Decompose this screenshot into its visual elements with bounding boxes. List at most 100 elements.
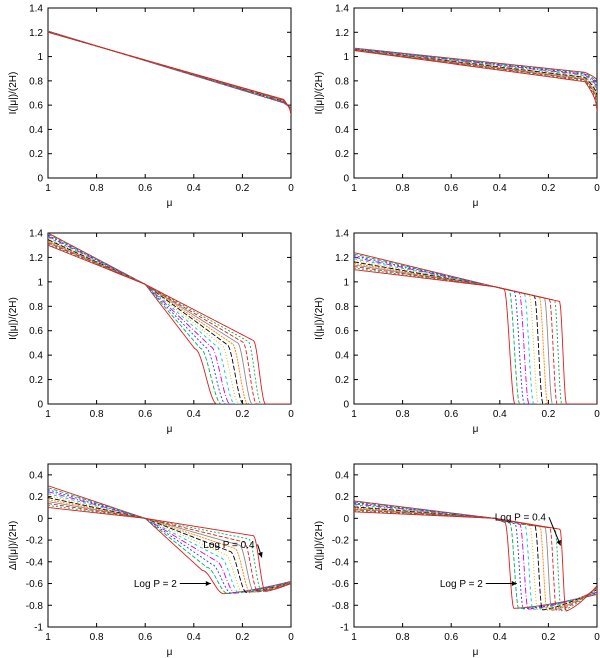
series-line-11 (48, 31, 291, 115)
series-line-6 (48, 31, 291, 112)
series-line-12 (354, 50, 597, 112)
series-line-1 (354, 47, 597, 82)
y-axis-label: ΔI(|μ|)/(2H) (8, 521, 19, 570)
annotation: Log P = 0.4 (495, 513, 562, 546)
y-tick-label: 0 (37, 174, 43, 185)
chart-panel-middle-right: 0 0.2 0.4 0.6 0.8 1 1.2 1.4 1 0.8 0.6 0.4 0.2 0 μ I(|μ|… (314, 229, 600, 436)
y-tick-label: 0.2 (29, 492, 43, 503)
series-line-6 (48, 495, 291, 594)
series-line-3 (354, 255, 597, 404)
x-tick-label: 0.6 (138, 632, 152, 643)
x-tick-label: 0.4 (187, 409, 201, 420)
y-tick-label: -0.4 (26, 557, 44, 568)
y-tick-label: -0.8 (26, 601, 44, 612)
chart-panel-bottom-left: -1 -0.8 -0.6 -0.4 -0.2 0 0.2 0.4 1 0.8 0.6 0.4 0.2 0 μ… (8, 463, 294, 658)
series-line-10 (354, 266, 597, 404)
y-tick-label: 0.8 (335, 302, 349, 313)
series-group (354, 500, 597, 612)
y-tick-label: 1 (343, 277, 349, 288)
y-axis-label: I(|μ|)/(2H) (314, 297, 325, 340)
annotation-arrow-line (548, 517, 562, 546)
y-tick-label: -0.4 (332, 557, 350, 568)
x-tick-label: 1 (351, 183, 357, 194)
plot-frame (47, 232, 292, 405)
y-tick-label: 1.2 (335, 28, 349, 39)
y-tick-label: -0.6 (332, 579, 350, 590)
series-line-2 (48, 487, 291, 594)
series-line-7 (48, 239, 291, 404)
series-line-6 (354, 505, 597, 611)
y-tick-label: 1 (37, 277, 43, 288)
y-axis-label: I(|μ|)/(2H) (8, 297, 19, 340)
x-tick-label: 0 (594, 183, 600, 194)
y-tick-label: 0.8 (335, 76, 349, 87)
annotation: Log P = 2 (440, 579, 517, 590)
x-tick-label: 0 (594, 632, 600, 643)
series-line-3 (354, 502, 597, 610)
y-tick-label: 0.6 (29, 101, 43, 112)
series-line-2 (48, 233, 291, 404)
series-line-4 (354, 48, 597, 90)
series-line-11 (354, 49, 597, 109)
series-line-6 (48, 238, 291, 404)
series-line-11 (48, 505, 291, 593)
series-line-9 (48, 501, 291, 593)
y-axis-label: I(|μ|)/(2H) (314, 72, 325, 115)
x-tick-label: 1 (45, 632, 51, 643)
x-tick-label: 0.8 (90, 632, 104, 643)
y-tick-label: 0.4 (29, 470, 43, 481)
series-group (48, 30, 291, 115)
y-tick-label: 0 (343, 400, 349, 411)
y-tick-label: 0.6 (335, 326, 349, 337)
y-tick-label: 1 (37, 52, 43, 63)
series-line-2 (354, 253, 597, 404)
series-line-10 (48, 242, 291, 404)
series-line-11 (354, 267, 597, 404)
series-line-1 (48, 485, 291, 595)
x-axis-label: μ (167, 198, 173, 209)
x-tick-label: 1 (351, 632, 357, 643)
y-tick-label: -0.8 (332, 601, 350, 612)
x-tick-label: 0.4 (493, 409, 507, 420)
series-line-1 (354, 252, 597, 404)
series-line-3 (48, 234, 291, 404)
y-axis-label: ΔI(|μ|)/(2H) (314, 521, 325, 570)
y-tick-label: 1.4 (335, 4, 349, 15)
plot-frame (353, 7, 598, 179)
y-tick-label: -0.2 (26, 536, 44, 547)
y-tick-label: 0.6 (335, 101, 349, 112)
series-line-7 (48, 31, 291, 113)
y-tick-label: 0.2 (335, 149, 349, 160)
x-axis-label: μ (167, 424, 173, 435)
annotation: Log P = 0.4 (203, 540, 263, 558)
y-tick-label: 1.4 (29, 4, 43, 15)
series-line-8 (354, 49, 597, 101)
x-tick-label: 0 (288, 632, 294, 643)
series-line-12 (354, 511, 597, 612)
series-line-5 (48, 237, 291, 404)
chart-panel-middle-left: 0 0.2 0.4 0.6 0.8 1 1.2 1.4 1 0.8 0.6 0.4 0.2 0 μ I(|μ|… (8, 229, 294, 436)
y-tick-label: 1.2 (335, 253, 349, 264)
x-tick-label: 0.8 (396, 632, 410, 643)
y-tick-label: 0.4 (29, 351, 43, 362)
y-tick-label: 1.2 (29, 253, 43, 264)
series-line-11 (48, 243, 291, 404)
plot-frame (353, 232, 598, 405)
plot-frame (47, 463, 292, 628)
series-line-6 (354, 48, 597, 95)
x-tick-label: 1 (45, 409, 51, 420)
x-tick-label: 0.2 (235, 632, 249, 643)
x-tick-label: 0.8 (396, 183, 410, 194)
x-tick-label: 0.6 (138, 183, 152, 194)
series-line-12 (48, 507, 291, 592)
chart-panel-top-left: 0 0.2 0.4 0.6 0.8 1 1.2 1.4 1 0.8 0.6 0.4 0.2 0 μ I(|μ|… (8, 4, 294, 210)
plot-frame (353, 463, 598, 628)
series-line-5 (354, 48, 597, 92)
annotation-label: Log P = 0.4 (495, 513, 547, 524)
series-line-8 (48, 31, 291, 113)
y-tick-label: 1 (343, 52, 349, 63)
x-tick-label: 0.8 (396, 409, 410, 420)
series-line-2 (354, 501, 597, 610)
plot-frame (47, 7, 292, 179)
